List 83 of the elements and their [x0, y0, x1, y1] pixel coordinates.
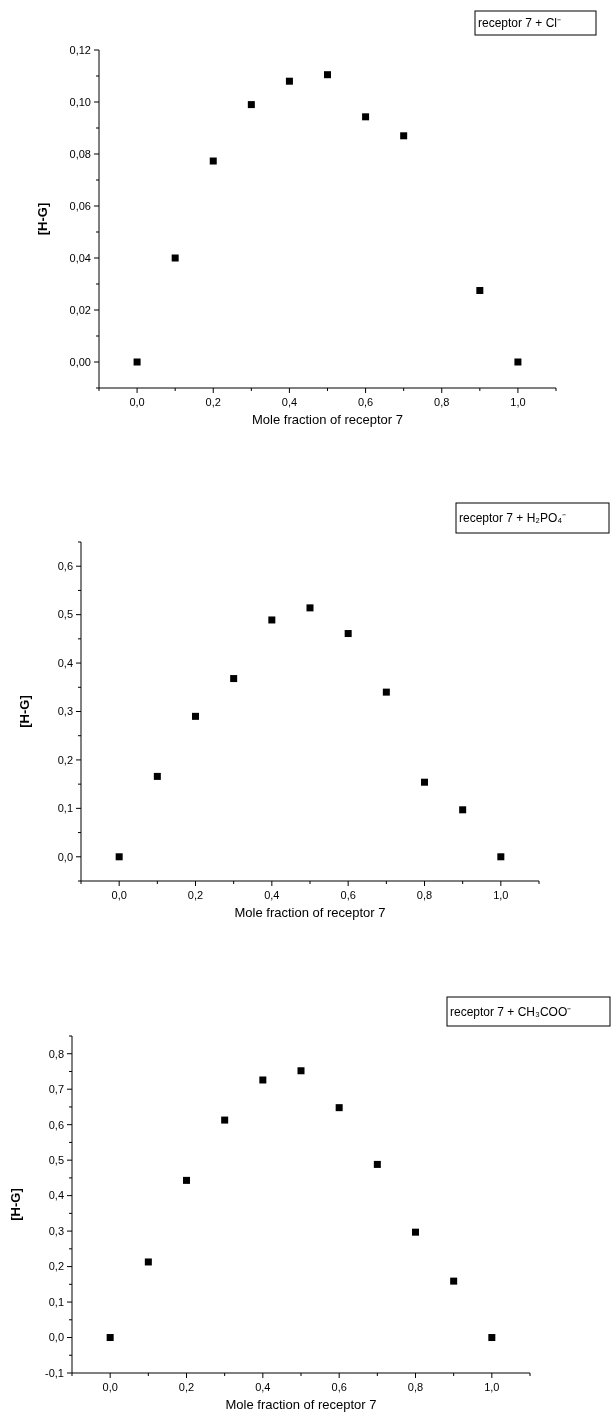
- y-tick-label: 0,0: [57, 850, 73, 863]
- x-axis-title: Mole fraction of receptor 7: [251, 412, 404, 427]
- x-tick-label: 0,8: [416, 889, 433, 901]
- y-tick-label: 0,1: [57, 802, 73, 815]
- y-tick-label: 0,12: [69, 43, 91, 56]
- y-tick-label: 0,1: [48, 1295, 64, 1308]
- x-tick-label: 0,0: [129, 396, 145, 408]
- point: [400, 132, 408, 140]
- text: receptor 7 + H₂PO₄⁻: [459, 511, 567, 526]
- point: [230, 675, 238, 683]
- point: [247, 101, 255, 109]
- y-tick-label: 0,00: [69, 355, 91, 368]
- point: [144, 1258, 152, 1266]
- x-tick-label: 0,2: [187, 889, 204, 901]
- point: [497, 853, 505, 861]
- x-tick-label: 1,0: [510, 396, 526, 408]
- x-tick-label: 0,2: [205, 396, 221, 408]
- point: [259, 1076, 267, 1084]
- point: [192, 712, 199, 720]
- x-axis-title: Mole fraction of receptor 7: [234, 905, 386, 920]
- y-tick-label: 0,0: [48, 1331, 64, 1344]
- point: [335, 1104, 343, 1112]
- point: [115, 853, 123, 861]
- y-tick-label: 0,02: [69, 303, 91, 316]
- x-tick-label: 0,6: [340, 889, 356, 901]
- point: [285, 77, 293, 85]
- point: [382, 688, 390, 696]
- point: [171, 254, 179, 262]
- y-tick-label: 0,8: [48, 1047, 64, 1060]
- x-tick-label: 0,6: [331, 1381, 347, 1393]
- text: receptor 7 + CH₃COO⁻: [450, 1004, 572, 1019]
- point: [153, 772, 161, 780]
- y-tick-label: 0,6: [57, 560, 73, 573]
- point: [421, 778, 428, 786]
- y-tick-label: 0,2: [57, 753, 73, 766]
- point: [133, 358, 141, 366]
- point: [209, 157, 217, 165]
- y-tick-label: 0,3: [57, 705, 73, 718]
- text: receptor 7 + Cl⁻: [478, 16, 562, 31]
- y-tick-label: 0,5: [57, 608, 73, 621]
- x-tick-label: 0,4: [264, 889, 280, 901]
- point: [106, 1334, 114, 1342]
- y-tick-label: 0,3: [48, 1224, 64, 1237]
- x-tick-label: 0,4: [281, 396, 298, 408]
- x-tick-label: 1,0: [493, 889, 509, 901]
- x-tick-label: 0,4: [255, 1381, 271, 1393]
- point: [488, 1334, 496, 1342]
- y-tick-label: 0,04: [69, 251, 91, 264]
- y-tick-label: 0,7: [48, 1083, 64, 1096]
- y-tick-label: 0,4: [57, 656, 73, 669]
- y-tick-label: 0,08: [69, 147, 91, 160]
- point: [450, 1277, 458, 1285]
- point: [459, 806, 467, 814]
- y-tick-label: 0,2: [48, 1260, 64, 1273]
- y-tick-label: 0,4: [48, 1189, 64, 1202]
- point: [514, 358, 522, 366]
- point: [183, 1176, 190, 1184]
- point: [344, 630, 352, 638]
- point: [362, 113, 370, 121]
- point: [268, 616, 276, 624]
- x-tick-label: 0,0: [111, 889, 127, 901]
- y-tick-label: 0,6: [48, 1118, 64, 1131]
- y-axis-title: [H-G]: [8, 1188, 23, 1221]
- y-tick-label: 0,06: [69, 199, 91, 212]
- point: [476, 287, 484, 294]
- point: [297, 1067, 305, 1075]
- y-tick-label: 0,5: [48, 1154, 64, 1167]
- point: [306, 604, 314, 612]
- point: [412, 1228, 419, 1236]
- point: [324, 71, 331, 79]
- y-axis-title: [H-G]: [17, 695, 32, 728]
- x-axis-title: Mole fraction of receptor 7: [225, 1397, 377, 1412]
- x-tick-label: 0,2: [178, 1381, 195, 1393]
- point: [221, 1116, 229, 1124]
- x-tick-label: 0,8: [407, 1381, 424, 1393]
- point: [373, 1160, 381, 1168]
- y-axis-title: [H-G]: [35, 202, 50, 236]
- x-tick-label: 0,6: [357, 396, 374, 408]
- x-tick-label: 1,0: [484, 1381, 500, 1393]
- x-tick-label: 0,8: [434, 396, 450, 408]
- y-tick-label: -0,1: [45, 1366, 64, 1379]
- y-tick-label: 0,10: [69, 95, 91, 108]
- x-tick-label: 0,0: [102, 1381, 118, 1393]
